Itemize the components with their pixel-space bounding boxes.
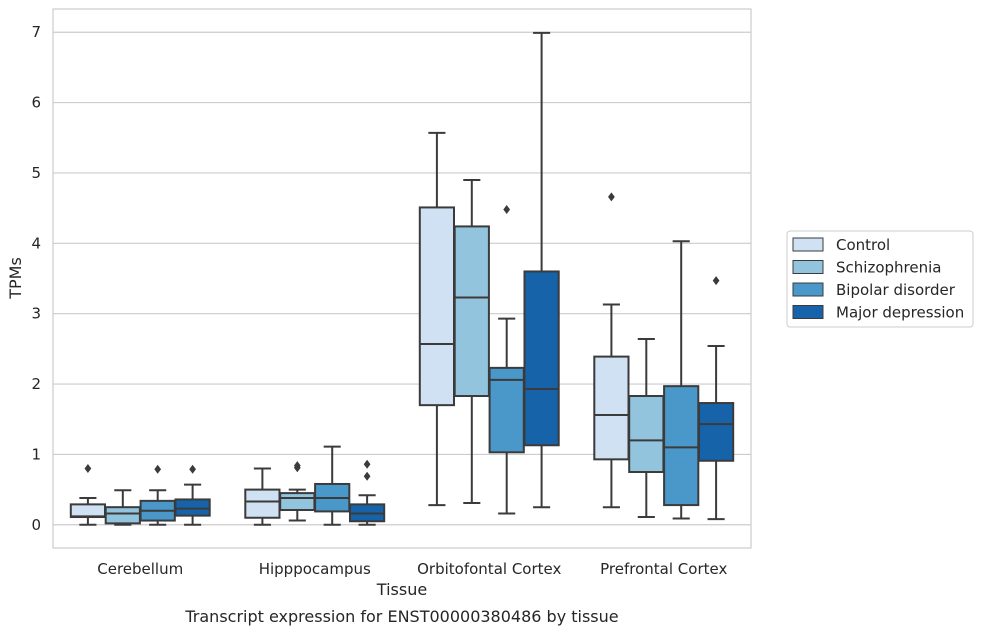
legend-label: Bipolar disorder <box>836 281 956 299</box>
outlier-point <box>154 464 162 474</box>
y-tick-label: 7 <box>31 23 41 41</box>
box-major-depression <box>697 276 735 521</box>
box-iqr <box>69 503 107 519</box>
box-bipolar-disorder <box>488 205 525 515</box>
outlier-point <box>712 276 720 286</box>
box-major-depression <box>348 459 386 526</box>
legend-swatch <box>792 282 824 297</box>
box-iqr <box>488 366 525 454</box>
y-tick-label: 4 <box>31 234 41 252</box>
outlier-point <box>293 461 301 471</box>
box-iqr <box>697 402 735 462</box>
box-bipolar-disorder <box>663 240 700 520</box>
box-schizophrenia <box>628 338 665 519</box>
x-tick-label: Hipppocampus <box>259 560 371 578</box>
box-control <box>418 131 456 507</box>
legend-swatch <box>792 260 824 274</box>
y-tick-label: 6 <box>31 94 41 112</box>
y-tick-label: 2 <box>31 375 41 393</box>
y-tick-label: 5 <box>31 164 41 182</box>
box-iqr <box>663 385 700 507</box>
outlier-point <box>189 464 196 474</box>
box-major-depression <box>174 464 211 526</box>
legend-swatch <box>792 237 824 252</box>
y-tick-label: 0 <box>31 516 41 534</box>
y-tick-labels: 0 1 2 3 4 5 6 7 <box>31 23 41 534</box>
legend-swatch <box>792 305 824 319</box>
y-tick-label: 1 <box>31 445 41 463</box>
box-iqr <box>104 506 141 525</box>
legend: Control Schizophrenia Bipolar disorder Majo… <box>786 230 974 328</box>
box-schizophrenia <box>279 461 316 522</box>
box-iqr <box>418 206 456 407</box>
box-control <box>244 467 281 526</box>
x-tick-label: Prefrontal Cortex <box>600 560 727 578</box>
grid-lines <box>53 31 751 526</box>
box-iqr <box>593 355 630 461</box>
x-axis-label: Tissue <box>376 580 427 599</box>
legend-label: Major depression <box>836 304 964 322</box>
box-bipolar-disorder <box>139 464 176 526</box>
y-axis-label: TPMs <box>6 257 25 300</box>
chart-caption: Transcript expression for ENST0000038048… <box>184 607 618 626</box>
box-layer <box>69 31 735 526</box>
box-schizophrenia <box>104 489 141 526</box>
box-iqr <box>523 270 560 447</box>
outlier-point <box>503 205 511 215</box>
legend-frame <box>786 230 974 328</box>
box-bipolar-disorder <box>314 445 351 526</box>
box-iqr <box>453 225 490 398</box>
outlier-point <box>363 471 371 481</box>
plot-frame <box>52 8 752 549</box>
x-tick-label: Cerebellum <box>97 560 183 578</box>
legend-label: Schizophrenia <box>836 259 941 277</box>
box-major-depression <box>523 31 560 509</box>
box-iqr <box>244 488 281 519</box>
legend-label: Control <box>836 236 890 254</box>
box-schizophrenia <box>453 178 490 504</box>
x-tick-labels: Cerebellum Hipppocampus Orbitofontal Corte… <box>97 560 727 578</box>
outlier-point <box>84 463 92 473</box>
outlier-point <box>608 192 615 202</box>
outlier-point <box>363 459 371 469</box>
box-iqr <box>279 492 316 512</box>
x-tick-label: Orbitofontal Cortex <box>417 560 561 578</box>
box-control <box>593 192 630 509</box>
box-iqr <box>174 498 211 517</box>
y-tick-label: 3 <box>31 305 41 323</box>
box-control <box>69 463 107 526</box>
box-iqr <box>628 395 665 474</box>
